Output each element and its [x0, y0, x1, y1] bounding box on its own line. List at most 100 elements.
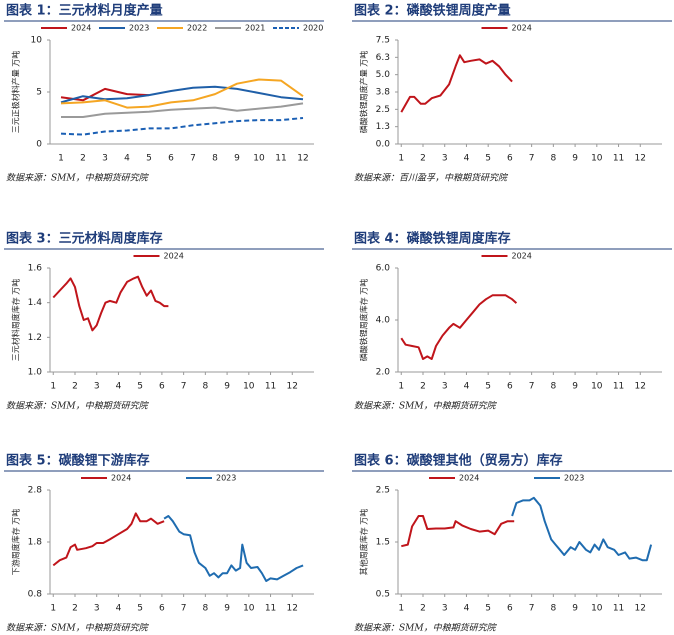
x-tick-label: 10	[243, 382, 255, 392]
x-tick-label: 4	[464, 604, 470, 614]
y-axis-label: 三元正极材料产量 万吨	[11, 51, 21, 134]
y-tick-label: 1.0	[28, 368, 43, 378]
x-tick-label: 8	[202, 382, 208, 392]
x-tick-label: 11	[613, 154, 624, 164]
y-tick-label: 1.5	[376, 538, 390, 548]
x-tick-label: 11	[613, 382, 624, 392]
x-tick-label: 4	[464, 154, 470, 164]
x-tick-label: 7	[190, 154, 196, 164]
x-tick-label: 5	[137, 382, 143, 392]
x-tick-label: 8	[212, 154, 218, 164]
series-line	[401, 515, 515, 548]
y-tick-label: 1.8	[28, 538, 43, 548]
x-tick-label: 6	[168, 154, 174, 164]
x-tick-label: 5	[485, 604, 491, 614]
x-tick-label: 7	[181, 604, 187, 614]
x-tick-label: 11	[613, 604, 624, 614]
x-tick-label: 11	[275, 154, 286, 164]
x-tick-label: 10	[591, 382, 603, 392]
y-tick-label: 0.5	[376, 590, 390, 600]
chart-title: 图表 1：三元材料月度产量	[6, 3, 163, 19]
x-tick-label: 2	[420, 604, 426, 614]
x-tick-label: 3	[102, 154, 108, 164]
source-note: 数据来源：百川盈孚，中粮期货研究院	[354, 173, 509, 184]
y-tick-label: 2.5	[376, 486, 390, 496]
chart-title: 图表 6：碳酸锂其他（贸易方）库存	[354, 453, 563, 469]
x-tick-label: 5	[146, 154, 152, 164]
y-tick-label: 1.6	[28, 264, 43, 274]
x-tick-label: 8	[202, 604, 208, 614]
x-tick-label: 12	[287, 382, 298, 392]
legend-label: 2020	[303, 24, 323, 33]
y-axis-label: 下游周度库存 万吨	[11, 509, 21, 576]
x-tick-label: 9	[572, 154, 578, 164]
source-note: 数据来源：SMM，中粮期货研究院	[6, 401, 150, 412]
x-tick-label: 2	[72, 604, 78, 614]
series-line	[400, 294, 518, 360]
x-tick-label: 2	[420, 382, 426, 392]
source-note: 数据来源：SMM，中粮期货研究院	[354, 401, 498, 412]
series-line	[61, 102, 304, 118]
x-tick-label: 6	[507, 604, 513, 614]
x-tick-label: 10	[591, 154, 603, 164]
x-tick-label: 5	[485, 154, 491, 164]
x-tick-label: 2	[80, 154, 86, 164]
source-note: 数据来源：SMM，中粮期货研究院	[6, 173, 150, 184]
legend-label: 2021	[245, 24, 265, 33]
x-tick-label: 11	[265, 604, 276, 614]
x-tick-label: 7	[529, 604, 535, 614]
x-tick-label: 10	[243, 604, 255, 614]
source-note: 数据来源：SMM，中粮期货研究院	[6, 623, 150, 634]
x-tick-label: 10	[591, 604, 603, 614]
x-tick-label: 3	[442, 382, 448, 392]
y-tick-label: 0	[36, 140, 42, 150]
y-axis-label: 三元材料周度库存 万吨	[11, 279, 21, 362]
legend-label: 2024	[512, 24, 532, 33]
x-tick-label: 3	[442, 154, 448, 164]
x-tick-label: 3	[94, 604, 100, 614]
y-tick-label: 10	[31, 36, 43, 46]
x-tick-label: 9	[234, 154, 240, 164]
x-tick-label: 9	[572, 604, 578, 614]
x-tick-label: 10	[253, 154, 265, 164]
legend-label: 2024	[512, 252, 532, 261]
x-tick-label: 1	[50, 604, 56, 614]
x-tick-label: 6	[159, 382, 165, 392]
legend-label: 2023	[564, 474, 584, 483]
series-line	[60, 117, 304, 136]
y-tick-label: 6.0	[376, 264, 391, 274]
legend-label: 2023	[129, 24, 149, 33]
legend-label: 2024	[164, 252, 184, 261]
y-tick-label: 1.3	[376, 122, 390, 132]
series-line	[52, 275, 169, 332]
chart-title: 图表 3：三元材料周度库存	[6, 231, 163, 247]
y-tick-label: 1.4	[28, 298, 43, 308]
series-line	[60, 78, 304, 109]
x-tick-label: 12	[635, 604, 646, 614]
series-line	[163, 515, 304, 582]
x-tick-label: 8	[550, 604, 556, 614]
y-tick-label: 0.8	[28, 590, 43, 600]
x-tick-label: 2	[420, 154, 426, 164]
series-line	[52, 512, 165, 567]
y-tick-label: 4.0	[376, 316, 391, 326]
series-line	[60, 85, 304, 104]
y-tick-label: 3.8	[376, 88, 391, 98]
x-tick-label: 6	[507, 382, 513, 392]
x-tick-label: 8	[550, 382, 556, 392]
x-tick-label: 4	[116, 604, 122, 614]
y-tick-label: 5.0	[376, 70, 391, 80]
y-axis-label: 磷酸铁锂周度库存 万吨	[359, 279, 369, 362]
x-tick-label: 6	[507, 154, 513, 164]
y-tick-label: 1.2	[28, 333, 42, 343]
source-note: 数据来源：SMM，中粮期货研究院	[354, 623, 498, 634]
x-tick-label: 9	[224, 604, 230, 614]
legend-label: 2024	[71, 24, 91, 33]
x-tick-label: 4	[116, 382, 122, 392]
x-tick-label: 7	[181, 382, 187, 392]
